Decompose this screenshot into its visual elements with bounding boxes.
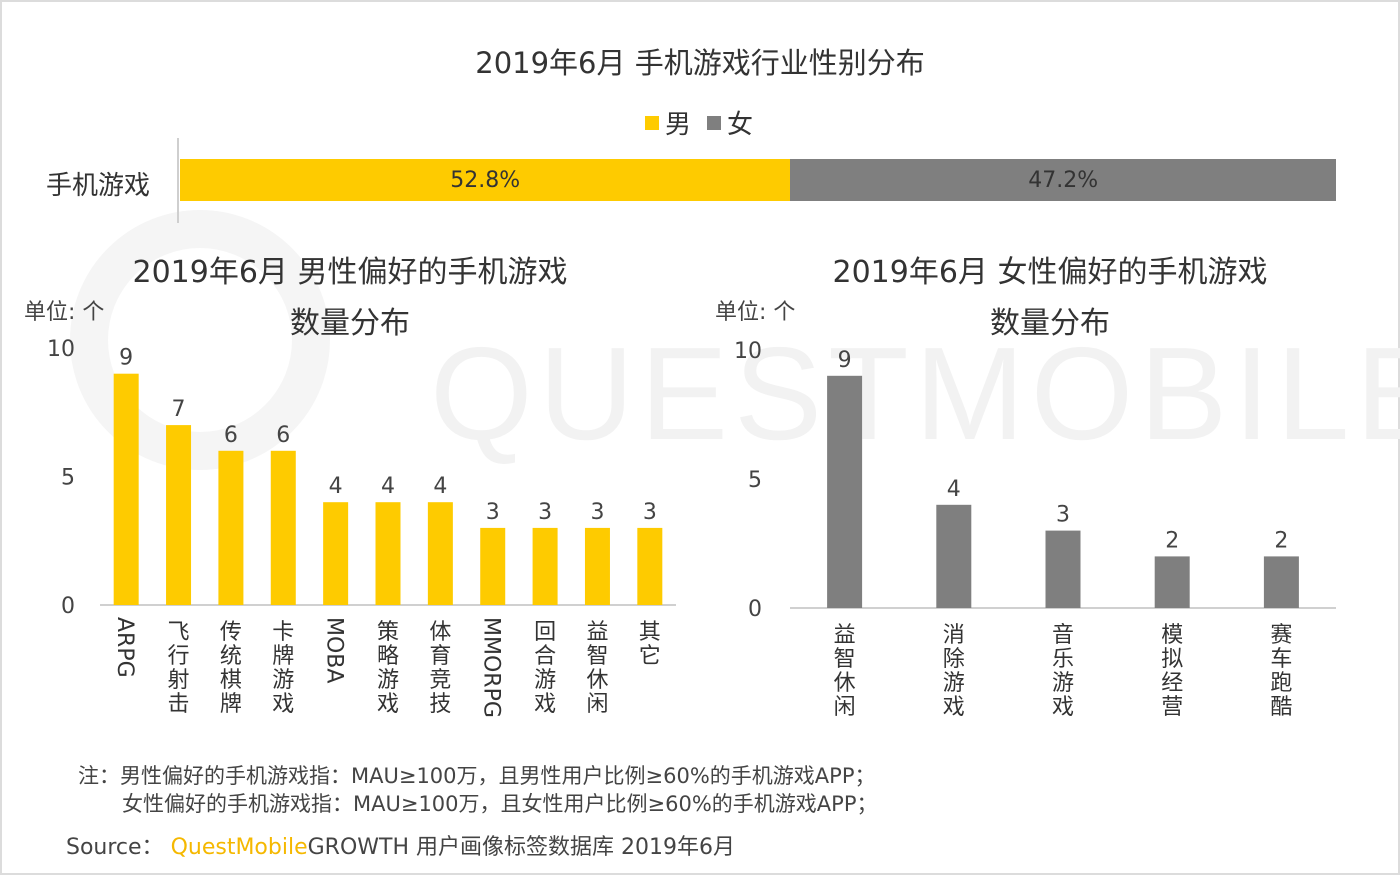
bar (270, 450, 296, 605)
data-label: 3 (486, 500, 500, 525)
category-label: 益智休闲 (834, 623, 856, 720)
category-label: 飞行射击 (168, 620, 190, 717)
footnote-line-2: 女性偏好的手机游戏指：MAU≥100万，且女性用户比例≥60%的手机游戏APP； (122, 792, 878, 816)
data-label: 6 (276, 423, 290, 448)
data-label: 4 (433, 474, 447, 499)
right-bar-chart: 0 5 10 9 益智休闲 4 消除游戏 3 音乐游戏 2 模拟经营 2 赛车跑酷 (734, 339, 1336, 720)
legend: 男 女 (645, 104, 769, 141)
right-chart-title: 2019年6月 女性偏好的手机游戏 (832, 255, 1268, 290)
stacked-axis-line (177, 138, 179, 223)
category-label: 体育竞技 (429, 620, 451, 717)
category-label: 传统棋牌 (220, 620, 242, 717)
data-label: 4 (947, 477, 961, 502)
bar (532, 527, 558, 605)
legend-swatch-male (645, 115, 659, 130)
category-label: 赛车跑酷 (1270, 623, 1292, 720)
data-label: 6 (224, 423, 238, 448)
bar (323, 502, 349, 605)
bar (427, 502, 453, 605)
bar (584, 527, 610, 605)
category-label: ARPG (112, 617, 137, 678)
bar (113, 373, 139, 605)
legend-item-male: 男 (645, 104, 691, 141)
legend-swatch-female (707, 115, 722, 130)
data-label: 7 (172, 397, 186, 422)
stacked-segment-male-label: 52.8% (450, 167, 521, 193)
bar (480, 527, 506, 605)
category-label: 益智休闲 (586, 620, 608, 717)
stacked-segment-male: 52.8% (180, 159, 791, 201)
data-label: 3 (538, 500, 552, 525)
category-label: MMORPG (479, 617, 504, 718)
category-label: 回合游戏 (534, 620, 556, 717)
source-brand: QuestMobile (170, 835, 308, 860)
data-label: 3 (590, 500, 604, 525)
category-label: 卡牌游戏 (272, 620, 294, 717)
data-label: 2 (1274, 528, 1288, 553)
stacked-category-label: 手机游戏 (46, 171, 151, 201)
bar (827, 375, 863, 608)
y-tick-label: 5 (748, 468, 762, 493)
bar (375, 502, 401, 605)
bar (936, 504, 972, 608)
source-rest: GROWTH 用户画像标签数据库 2019年6月 (307, 835, 735, 860)
left-unit-label: 单位: 个 (24, 300, 105, 325)
right-unit-label: 单位: 个 (715, 300, 796, 325)
y-tick-label: 5 (61, 466, 75, 491)
y-tick-label: 0 (61, 594, 75, 619)
legend-label-female: 女 (727, 110, 754, 140)
category-label: MOBA (322, 617, 347, 683)
data-label: 4 (329, 474, 343, 499)
bar (637, 527, 663, 605)
left-chart-title: 2019年6月 男性偏好的手机游戏 (132, 255, 568, 290)
bar (1154, 556, 1190, 608)
source-line: Source： QuestMobileGROWTH 用户画像标签数据库 2019… (66, 829, 735, 861)
source-prefix: Source： (66, 835, 164, 860)
category-label: 消除游戏 (943, 623, 965, 720)
category-label: 模拟经营 (1161, 623, 1183, 720)
legend-item-female: 女 (707, 104, 753, 141)
main-title: 2019年6月 手机游戏行业性别分布 (475, 46, 925, 80)
left-bar-chart: 0 5 10 9 ARPG 7 飞行射击 6 传统棋牌 6 卡牌游戏 4 MOBA 4 策略游戏 4 体育竞技 3… (47, 337, 676, 718)
bar (218, 450, 244, 605)
stacked-segment-female-label: 47.2% (1028, 167, 1099, 193)
category-label: 策略游戏 (377, 620, 399, 717)
y-tick-label: 0 (748, 597, 762, 622)
category-label: 其它 (639, 620, 661, 669)
data-label: 9 (119, 346, 133, 371)
data-label: 4 (381, 474, 395, 499)
data-label: 3 (1056, 503, 1070, 528)
left-chart-subtitle: 数量分布 (290, 306, 410, 341)
right-chart-subtitle: 数量分布 (990, 306, 1110, 341)
category-label: 音乐游戏 (1052, 623, 1074, 720)
stacked-segment-female: 47.2% (790, 159, 1336, 201)
data-label: 2 (1165, 528, 1179, 553)
legend-label-male: 男 (665, 110, 692, 140)
data-label: 9 (838, 348, 852, 373)
bar (1263, 556, 1299, 608)
y-tick-label: 10 (734, 339, 762, 364)
footnote-line-1: 注：男性偏好的手机游戏指：MAU≥100万，且男性用户比例≥60%的手机游戏AP… (78, 764, 876, 788)
data-label: 3 (643, 500, 657, 525)
bar (166, 425, 192, 605)
y-tick-label: 10 (47, 337, 75, 362)
bar (1045, 530, 1081, 608)
